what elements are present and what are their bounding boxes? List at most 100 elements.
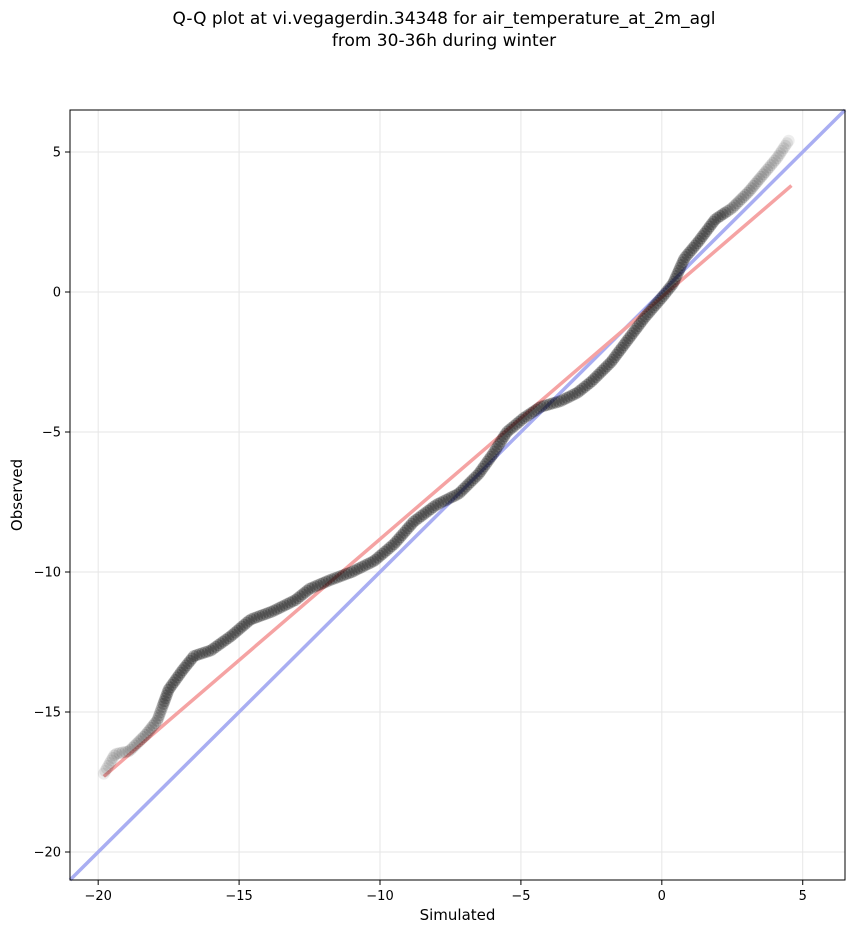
quantile-point xyxy=(139,728,152,741)
quantile-point xyxy=(747,179,760,192)
quantile-point xyxy=(677,253,690,266)
quantile-point xyxy=(714,209,727,222)
quantile-point xyxy=(389,535,402,548)
quantile-point xyxy=(478,460,491,473)
quantile-point xyxy=(301,584,314,597)
axis-ticks: −20 −15 −10 −5 0 5 −20 −15 −10 −5 0 5 xyxy=(34,146,807,905)
x-tick-label: 0 xyxy=(658,889,666,904)
y-tick-label: −15 xyxy=(34,706,61,721)
quantile-point xyxy=(345,566,358,579)
quantile-point xyxy=(765,159,778,172)
quantile-point xyxy=(270,603,283,616)
quantile-point xyxy=(309,580,322,593)
quantile-point xyxy=(445,491,458,504)
quantile-point xyxy=(666,278,679,291)
quantile-point xyxy=(513,415,526,428)
quantile-point xyxy=(393,531,406,544)
quantile-point xyxy=(775,144,788,157)
quantile-point xyxy=(173,669,186,682)
quantile-point xyxy=(753,172,766,185)
quantile-point xyxy=(229,626,242,639)
quantile-point xyxy=(381,543,394,556)
quantile-point xyxy=(224,630,237,643)
quantile-point xyxy=(410,513,423,526)
quantile-point xyxy=(359,559,372,572)
quantile-point xyxy=(462,478,475,491)
quantile-point xyxy=(187,650,200,663)
quantile-point xyxy=(262,606,275,619)
quantile-point xyxy=(587,373,600,386)
quantile-point xyxy=(339,568,352,581)
quantile-point xyxy=(759,166,772,179)
quantile-point xyxy=(641,308,654,321)
quantile-point xyxy=(417,508,430,521)
quantile-point xyxy=(735,193,748,206)
quantile-point xyxy=(592,368,605,381)
quantile-point xyxy=(294,590,307,603)
fit-line xyxy=(102,184,793,778)
quantile-point xyxy=(594,366,607,379)
quantile-point xyxy=(320,575,333,588)
quantile-point xyxy=(772,149,785,162)
quantile-point xyxy=(369,553,382,566)
quantile-point xyxy=(522,408,535,421)
quantile-point xyxy=(105,754,118,767)
quantile-point xyxy=(493,438,506,451)
quantile-point xyxy=(356,560,369,573)
quantile-point xyxy=(517,412,530,425)
quantile-point xyxy=(451,488,464,501)
quantile-point xyxy=(169,673,182,686)
quantile-point xyxy=(429,499,442,512)
quantile-point xyxy=(453,486,466,499)
quantile-point xyxy=(491,440,504,453)
quantile-point xyxy=(180,659,193,672)
quantile-point xyxy=(488,445,501,458)
chart-title: Q-Q plot at vi.vegagerdin.34348 for air_… xyxy=(0,8,854,52)
quantile-point xyxy=(209,640,222,653)
quantile-point xyxy=(503,423,516,436)
quantile-point xyxy=(276,600,289,613)
quantile-point xyxy=(100,762,113,775)
quantile-point xyxy=(182,657,195,670)
quantile-point xyxy=(178,661,191,674)
quantile-point xyxy=(619,336,632,349)
x-tick-label: −10 xyxy=(366,889,393,904)
quantile-point xyxy=(655,292,668,305)
quantile-point xyxy=(711,211,724,224)
quantile-point xyxy=(676,256,689,269)
quantile-point xyxy=(145,721,158,734)
quantile-point xyxy=(574,384,587,397)
quantile-point xyxy=(171,671,184,684)
quantile-point xyxy=(635,315,648,328)
quantile-point xyxy=(705,218,718,231)
x-tick-label: −20 xyxy=(84,889,111,904)
quantile-point xyxy=(296,588,309,601)
quantile-point xyxy=(248,612,261,625)
quantile-point xyxy=(670,270,683,283)
plot-frame xyxy=(69,109,846,881)
quantile-point xyxy=(702,222,715,235)
quantile-point xyxy=(242,614,255,627)
quantile-point xyxy=(457,482,470,495)
quantile-point xyxy=(683,246,696,259)
quantile-point xyxy=(669,272,682,285)
quantile-point xyxy=(496,432,509,445)
quantile-point xyxy=(106,751,119,764)
quantile-point xyxy=(167,676,180,689)
quantile-point xyxy=(419,506,432,519)
quantile-point xyxy=(777,142,790,155)
quantile-point xyxy=(604,356,617,369)
quantile-point xyxy=(576,382,589,395)
quantile-point xyxy=(614,344,627,357)
quantile-point xyxy=(128,739,141,752)
quantile-point xyxy=(763,161,776,174)
quantile-point xyxy=(506,421,519,434)
quantile-point xyxy=(265,605,278,618)
quantile-point xyxy=(479,457,492,470)
quantile-point xyxy=(538,399,551,412)
quantile-point xyxy=(190,649,203,662)
quantile-point xyxy=(600,360,613,373)
quantile-point xyxy=(185,652,198,665)
quantile-point xyxy=(659,287,672,300)
quantile-point xyxy=(455,484,468,497)
